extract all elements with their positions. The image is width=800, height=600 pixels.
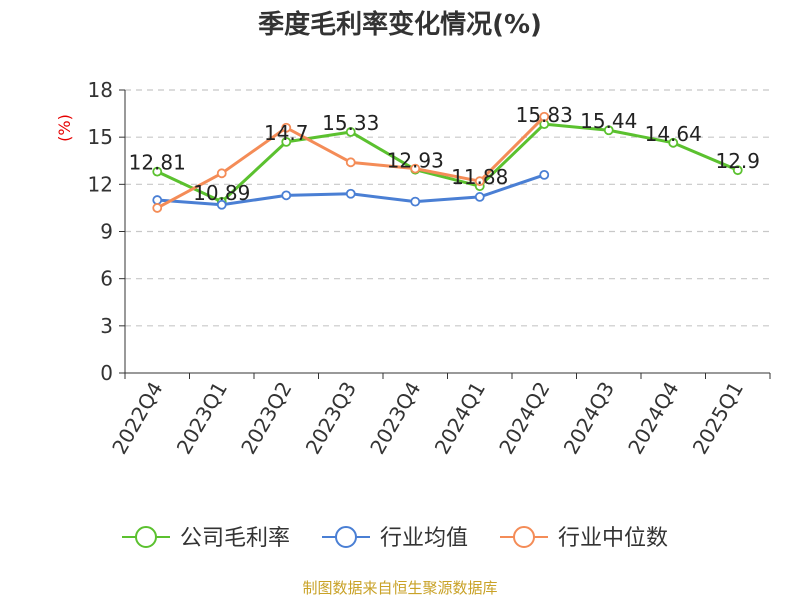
legend-label: 公司毛利率: [180, 526, 290, 551]
data-point: [345, 188, 356, 199]
data-point: [281, 136, 292, 147]
data-point: [216, 199, 227, 210]
y-axis-unit-label: (%): [55, 114, 74, 142]
data-point: [152, 195, 163, 205]
data-point: [410, 196, 421, 207]
legend-label: 行业中位数: [558, 526, 668, 551]
legend-marker: [513, 526, 535, 548]
data-point: [281, 122, 292, 133]
data-point: [603, 125, 614, 136]
data-point: [216, 168, 227, 179]
x-tick-label: 2023Q3: [301, 378, 361, 459]
x-tick-label: 2023Q1: [172, 378, 232, 459]
x-tick-label: 2023Q4: [365, 378, 425, 459]
data-point: [152, 203, 163, 213]
data-point: [539, 169, 550, 180]
x-tick-label: 2022Q4: [107, 378, 167, 459]
legend-item-2: 行业均值: [322, 526, 468, 551]
data-label: 11.88: [451, 165, 508, 189]
x-tick-label: 2024Q3: [559, 378, 619, 459]
chart-title: 季度毛利率变化情况(%): [258, 10, 542, 40]
data-label: 12.9: [715, 149, 760, 173]
data-point: [474, 176, 485, 187]
x-tick-label: 2023Q2: [236, 378, 296, 459]
y-tick-label: 0: [100, 361, 113, 385]
legend-marker: [135, 526, 157, 548]
data-label: 10.89: [193, 181, 250, 205]
data-point: [539, 111, 550, 122]
data-point: [410, 163, 421, 174]
series-line-1: [156, 122, 739, 204]
x-tick-label: 2024Q2: [494, 378, 554, 459]
data-source-note: 制图数据来自恒生聚源数据库: [302, 579, 498, 597]
y-tick-label: 9: [100, 220, 113, 244]
data-label: 14.7: [264, 121, 309, 145]
y-tick-label: 12: [88, 172, 113, 196]
data-label: 15.83: [516, 103, 573, 127]
x-tick-label: 2024Q1: [430, 378, 490, 459]
legend-item-1: 公司毛利率: [122, 526, 290, 551]
data-point: [152, 166, 163, 177]
data-point: [281, 190, 292, 201]
legend-item-3: 行业中位数: [500, 526, 668, 551]
data-point: [345, 157, 356, 168]
data-point: [345, 127, 356, 137]
legend-marker: [335, 526, 357, 548]
data-label: 14.64: [645, 122, 702, 146]
data-point: [668, 137, 679, 148]
legend-label: 行业均值: [380, 526, 468, 551]
x-tick-label: 2024Q4: [623, 378, 683, 459]
data-label: 15.33: [322, 111, 379, 135]
data-point: [732, 165, 743, 176]
y-tick-label: 18: [88, 78, 113, 102]
data-point: [474, 192, 485, 202]
data-label: 15.44: [580, 109, 637, 133]
y-tick-label: 6: [100, 267, 113, 291]
data-label: 12.81: [129, 151, 186, 175]
data-label: 12.93: [387, 149, 444, 173]
y-tick-label: 3: [100, 314, 113, 338]
x-tick-label: 2025Q1: [688, 378, 748, 459]
y-tick-label: 15: [88, 125, 113, 149]
